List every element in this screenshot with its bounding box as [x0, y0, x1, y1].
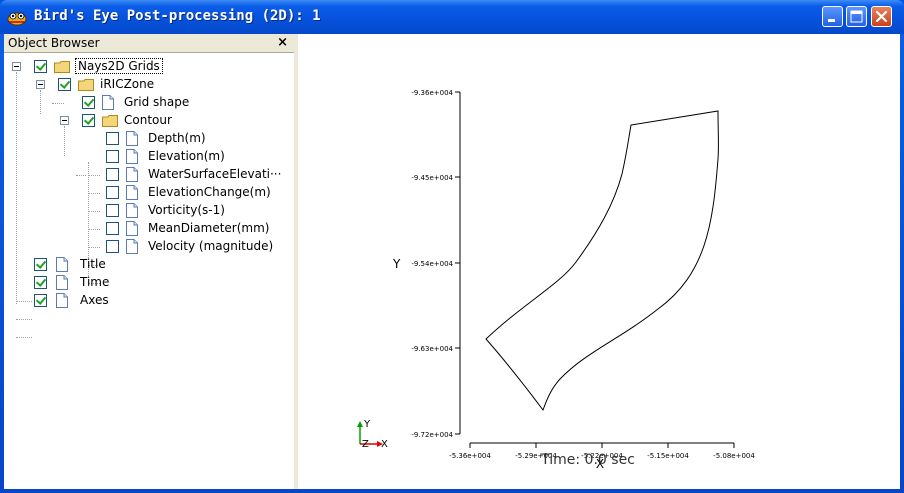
- maximize-icon: [850, 10, 863, 23]
- tree-node-nays2d-grids[interactable]: Nays2D Grids: [4, 58, 294, 76]
- contour-item-checkbox[interactable]: [106, 204, 119, 217]
- document-icon: [56, 293, 68, 308]
- contour-item-checkbox[interactable]: [106, 132, 119, 145]
- tree-label: Velocity (magnitude): [148, 239, 274, 253]
- plot-svg[interactable]: -9.36e+004 -9.45e+004 -9.54e+004 -9.63e+…: [298, 34, 900, 489]
- y-tick-label: -9.36e+004: [411, 89, 453, 97]
- time-checkbox[interactable]: [34, 276, 47, 289]
- orientation-y-arrow: [357, 421, 363, 427]
- contour-item-checkbox[interactable]: [106, 168, 119, 181]
- tree-label: WaterSurfaceElevati···: [148, 167, 282, 181]
- tree-node-contour-item[interactable]: Depth(m): [4, 130, 294, 148]
- tree-node-iriczone[interactable]: iRICZone: [4, 76, 294, 94]
- x-tick-label: -5.22e+004: [581, 452, 623, 460]
- iriczone-checkbox[interactable]: [58, 78, 71, 91]
- tree-label: Time: [80, 275, 110, 289]
- document-icon: [126, 167, 138, 182]
- tree-node-contour-item[interactable]: MeanDiameter(mm): [4, 220, 294, 238]
- tree-label: Vorticity(s-1): [148, 203, 225, 217]
- tree-node-contour-item[interactable]: Velocity (magnitude): [4, 238, 294, 256]
- x-axis-label: X: [596, 457, 604, 471]
- document-icon: [126, 149, 138, 164]
- y-tick-label: -9.54e+004: [411, 260, 453, 268]
- document-icon: [126, 203, 138, 218]
- document-icon: [126, 131, 138, 146]
- orientation-marker: Y Z X: [357, 419, 388, 450]
- y-tick-label: -9.45e+004: [411, 174, 453, 182]
- nays2d-grids-checkbox[interactable]: [34, 60, 47, 73]
- folder-icon: [78, 79, 94, 91]
- y-tick-label: -9.72e+004: [411, 431, 453, 439]
- title-bar[interactable]: Bird's Eye Post-processing (2D): 1: [0, 0, 904, 34]
- object-tree: Nays2D Grids iRICZone: [4, 54, 294, 489]
- x-tick-label: -5.36e+004: [449, 452, 491, 460]
- folder-icon: [102, 115, 118, 127]
- minimize-button[interactable]: [822, 6, 843, 27]
- tree-label: ElevationChange(m): [148, 185, 271, 199]
- collapse-icon[interactable]: [60, 116, 69, 125]
- tree-label: Nays2D Grids: [75, 58, 163, 74]
- grid-shape-outline: [485, 110, 719, 412]
- document-icon: [56, 275, 68, 290]
- document-icon: [126, 239, 138, 254]
- contour-item-checkbox[interactable]: [106, 222, 119, 235]
- x-tick-label: -5.15e+004: [647, 452, 689, 460]
- tree-node-contour-item[interactable]: Elevation(m): [4, 148, 294, 166]
- time-text: Time: 0.0 sec: [540, 452, 635, 468]
- object-browser-header: Object Browser ×: [4, 34, 294, 53]
- tree-label: Depth(m): [148, 131, 206, 145]
- title-checkbox[interactable]: [34, 258, 47, 271]
- document-icon: [102, 95, 114, 110]
- x-tick-label: -5.29e+004: [515, 452, 557, 460]
- tree-label: Title: [80, 257, 106, 271]
- y-tick-label: -9.63e+004: [411, 345, 453, 353]
- contour-item-checkbox[interactable]: [106, 240, 119, 253]
- tree-label: MeanDiameter(mm): [148, 221, 270, 235]
- document-icon: [126, 221, 138, 236]
- contour-checkbox[interactable]: [82, 114, 95, 127]
- tree-node-axes[interactable]: Axes: [4, 292, 294, 310]
- app-icon: [7, 12, 27, 26]
- window-title: Bird's Eye Post-processing (2D): 1: [34, 8, 321, 24]
- contour-item-checkbox[interactable]: [106, 186, 119, 199]
- tree-label: Contour: [124, 113, 172, 127]
- orientation-x-label: X: [381, 439, 388, 450]
- grid-shape-checkbox[interactable]: [82, 96, 95, 109]
- object-browser-title: Object Browser: [8, 36, 100, 50]
- orientation-z-label: Z: [362, 439, 369, 450]
- tree-label: Grid shape: [124, 95, 190, 109]
- contour-item-checkbox[interactable]: [106, 150, 119, 163]
- tree-node-time[interactable]: Time: [4, 274, 294, 292]
- collapse-icon[interactable]: [36, 80, 45, 89]
- tree-label: iRICZone: [100, 77, 155, 91]
- document-icon: [126, 185, 138, 200]
- x-tick-label: -5.08e+004: [713, 452, 755, 460]
- y-axis-label: Y: [392, 257, 401, 271]
- tree-label: Elevation(m): [148, 149, 225, 163]
- document-icon: [56, 257, 68, 272]
- tree-label: Axes: [80, 293, 109, 307]
- tree-node-contour-item[interactable]: WaterSurfaceElevati···: [4, 166, 294, 184]
- tree-node-contour-item[interactable]: ElevationChange(m): [4, 184, 294, 202]
- object-browser-close-icon[interactable]: ×: [277, 35, 288, 50]
- client-area: Object Browser ×: [4, 34, 900, 489]
- plot-canvas[interactable]: -9.36e+004 -9.45e+004 -9.54e+004 -9.63e+…: [298, 34, 900, 489]
- collapse-icon[interactable]: [12, 62, 21, 71]
- close-button[interactable]: [871, 6, 892, 27]
- tree-node-grid-shape[interactable]: Grid shape: [4, 94, 294, 112]
- folder-icon: [54, 61, 70, 73]
- orientation-y-label: Y: [363, 419, 371, 430]
- minimize-icon: [828, 19, 835, 22]
- tree-node-contour[interactable]: Contour: [4, 112, 294, 130]
- orientation-x-arrow: [377, 441, 383, 447]
- tree-node-title[interactable]: Title: [4, 256, 294, 274]
- maximize-button[interactable]: [846, 6, 867, 27]
- object-browser-panel: Object Browser ×: [4, 34, 298, 489]
- tree-node-contour-item[interactable]: Vorticity(s-1): [4, 202, 294, 220]
- axes-checkbox[interactable]: [34, 294, 47, 307]
- close-icon: [875, 10, 888, 23]
